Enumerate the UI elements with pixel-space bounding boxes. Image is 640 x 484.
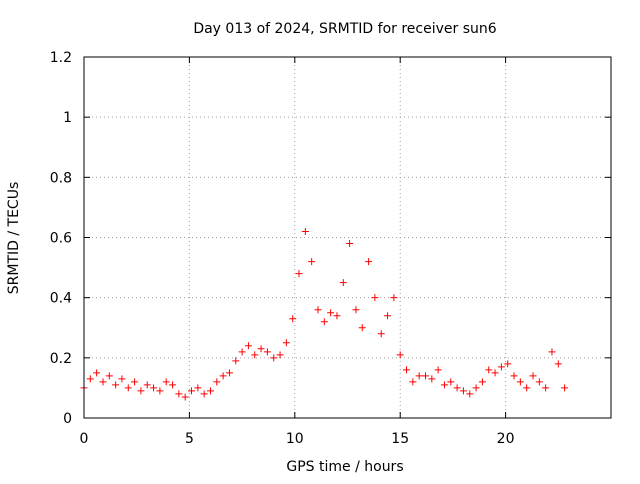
data-point: [225, 369, 233, 377]
data-point: [339, 279, 347, 287]
x-tick-label: 10: [286, 431, 304, 447]
data-point: [523, 384, 531, 392]
data-point: [510, 372, 518, 380]
x-axis-label: GPS time / hours: [286, 459, 403, 475]
data-point: [206, 387, 214, 395]
data-point: [308, 258, 316, 266]
data-point: [542, 384, 550, 392]
y-tick-label: 0.8: [50, 170, 72, 186]
y-tick-label: 0.4: [50, 291, 72, 307]
data-point: [99, 378, 107, 386]
data-point: [301, 227, 309, 235]
data-point: [327, 309, 335, 317]
data-point: [409, 378, 417, 386]
data-point: [86, 375, 94, 383]
data-point: [162, 378, 170, 386]
data-point: [333, 312, 341, 320]
data-point: [188, 387, 196, 395]
data-point: [548, 348, 556, 356]
data-point: [295, 270, 303, 278]
data-point: [453, 384, 461, 392]
data-point: [200, 390, 208, 398]
data-point: [314, 306, 322, 314]
data-point: [485, 366, 493, 374]
data-point: [384, 312, 392, 320]
data-point: [175, 390, 183, 398]
x-tick-label: 20: [497, 431, 515, 447]
data-point: [270, 354, 278, 362]
y-tick-label: 0.6: [50, 231, 72, 247]
data-point: [263, 348, 271, 356]
data-point: [554, 360, 562, 368]
data-point: [289, 315, 297, 323]
data-point: [105, 372, 113, 380]
y-tick-label: 0.2: [50, 351, 72, 367]
data-point: [276, 351, 284, 359]
data-point: [282, 339, 290, 347]
data-point: [232, 357, 240, 365]
data-point: [390, 294, 398, 302]
chart-title: Day 013 of 2024, SRMTID for receiver sun…: [193, 21, 496, 37]
data-point: [219, 372, 227, 380]
data-point: [440, 381, 448, 389]
data-point: [561, 384, 569, 392]
data-point: [169, 381, 177, 389]
x-tick-label: 15: [391, 431, 409, 447]
x-tick-label: 5: [185, 431, 194, 447]
data-point: [244, 342, 252, 350]
data-point: [491, 369, 499, 377]
data-point: [415, 372, 423, 380]
data-point: [459, 387, 467, 395]
data-point: [529, 372, 537, 380]
axis-ticks: 0 0.2 0.4 0.6 0.8 1 1.2 0 5 10 15 20: [50, 50, 611, 447]
data-point: [143, 381, 151, 389]
data-point: [194, 384, 202, 392]
data-point: [213, 378, 221, 386]
data-point: [403, 366, 411, 374]
x-tick-label: 0: [80, 431, 89, 447]
y-tick-label: 1.2: [50, 50, 72, 66]
data-point: [396, 351, 404, 359]
data-point: [251, 351, 259, 359]
data-point: [428, 375, 436, 383]
data-point: [421, 372, 429, 380]
y-tick-label: 0: [63, 411, 72, 427]
data-point: [93, 369, 101, 377]
data-point: [478, 378, 486, 386]
data-point: [504, 360, 512, 368]
data-point: [377, 330, 385, 338]
data-point: [352, 306, 360, 314]
data-point: [131, 378, 139, 386]
data-points: [80, 227, 569, 401]
data-point: [137, 387, 145, 395]
data-point: [118, 375, 126, 383]
data-point: [257, 345, 265, 353]
data-point: [150, 384, 158, 392]
data-point: [466, 390, 474, 398]
data-point: [447, 378, 455, 386]
data-point: [434, 366, 442, 374]
y-axis-label: SRMTID / TECUs: [6, 182, 22, 295]
data-point: [535, 378, 543, 386]
data-point: [497, 363, 505, 371]
grid: [84, 57, 611, 418]
data-point: [516, 378, 524, 386]
data-point: [358, 324, 366, 332]
data-point: [156, 387, 164, 395]
plot-frame: [83, 56, 612, 419]
data-point: [238, 348, 246, 356]
data-point: [181, 393, 189, 401]
y-tick-label: 1: [63, 110, 72, 126]
data-point: [346, 240, 354, 248]
data-point: [371, 294, 379, 302]
data-point: [320, 318, 328, 326]
data-point: [472, 384, 480, 392]
data-point: [124, 384, 132, 392]
data-point: [112, 381, 120, 389]
data-point: [365, 258, 373, 266]
